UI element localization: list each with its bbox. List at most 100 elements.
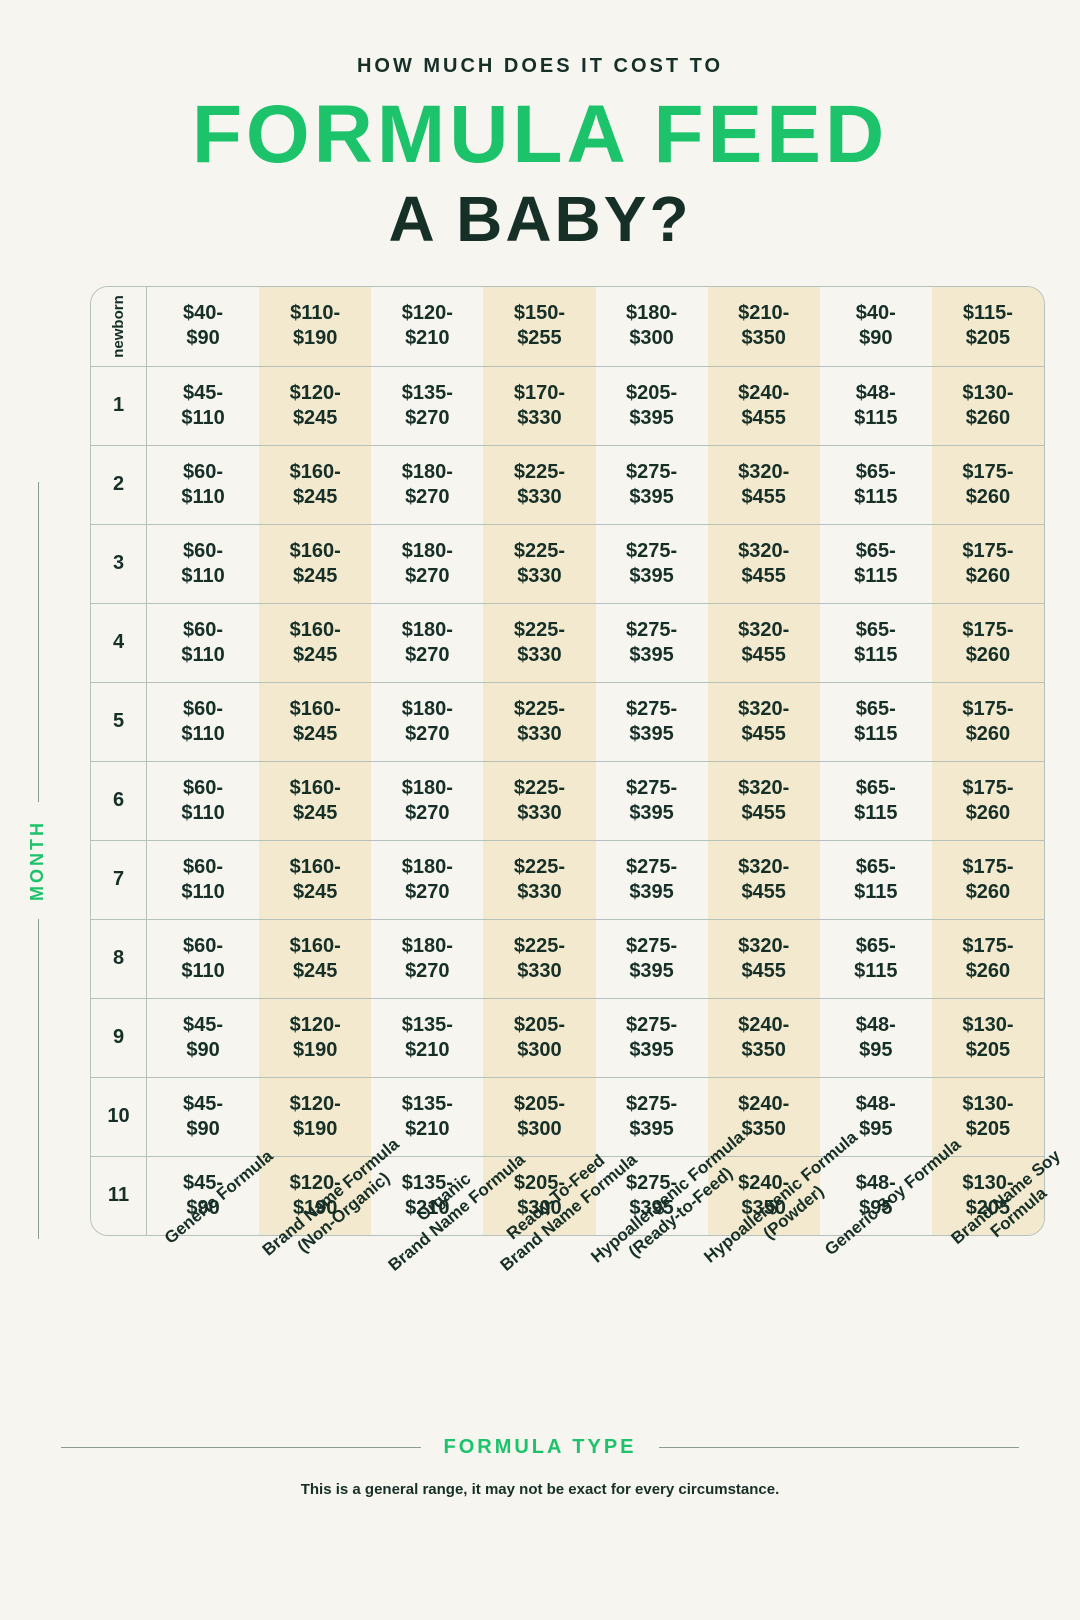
cost-cell: $225- $330	[483, 525, 595, 603]
cost-cell: $320- $455	[708, 762, 820, 840]
cost-cell: $120- $245	[259, 367, 371, 445]
cost-cell: $130- $260	[932, 367, 1044, 445]
cost-cell: $40- $90	[147, 287, 259, 366]
row-label: 4	[91, 604, 147, 682]
column-label: Brand Name Formula (Non-Organic)	[258, 1246, 370, 1436]
footnote: This is a general range, it may not be e…	[35, 1481, 1045, 1498]
cost-cell: $225- $330	[483, 920, 595, 998]
cost-cell: $225- $330	[483, 446, 595, 524]
x-axis-label: FORMULA TYPE	[35, 1436, 1045, 1459]
cost-cell: $160- $245	[259, 446, 371, 524]
row-label: 6	[91, 762, 147, 840]
cost-cell: $205- $395	[596, 367, 708, 445]
row-label: 7	[91, 841, 147, 919]
cost-cell: $180- $270	[371, 841, 483, 919]
cost-cell: $320- $455	[708, 841, 820, 919]
cost-cell: $60- $110	[147, 841, 259, 919]
cost-cell: $175- $260	[932, 604, 1044, 682]
table-row: 6$60- $110$160- $245$180- $270$225- $330…	[91, 761, 1044, 840]
cost-cell: $240- $350	[708, 999, 820, 1077]
cost-cell: $175- $260	[932, 683, 1044, 761]
cost-cell: $225- $330	[483, 841, 595, 919]
y-axis-label: MONTH	[17, 286, 57, 1436]
cost-cell: $320- $455	[708, 683, 820, 761]
cost-cell: $115- $205	[932, 287, 1044, 366]
cost-cell: $150- $255	[483, 287, 595, 366]
cost-cell: $175- $260	[932, 920, 1044, 998]
cost-cell: $275- $395	[596, 525, 708, 603]
table-row: 3$60- $110$160- $245$180- $270$225- $330…	[91, 524, 1044, 603]
column-label: Generic Formula	[146, 1246, 258, 1436]
cost-cell: $48- $95	[820, 999, 932, 1077]
cost-cell: $210- $350	[708, 287, 820, 366]
cost-cell: $65- $115	[820, 920, 932, 998]
cost-cell: $275- $395	[596, 999, 708, 1077]
cost-cell: $60- $110	[147, 762, 259, 840]
cost-cell: $120- $210	[371, 287, 483, 366]
cost-cell: $275- $395	[596, 683, 708, 761]
cost-cell: $275- $395	[596, 762, 708, 840]
row-label: 11	[91, 1157, 147, 1235]
cost-cell: $160- $245	[259, 920, 371, 998]
cost-cell: $60- $110	[147, 920, 259, 998]
cost-cell: $40- $90	[820, 287, 932, 366]
row-label: 5	[91, 683, 147, 761]
heading-sup: HOW MUCH DOES IT COST TO	[35, 55, 1045, 78]
cost-cell: $180- $270	[371, 762, 483, 840]
cost-cell: $175- $260	[932, 446, 1044, 524]
y-axis-text: MONTH	[27, 820, 48, 901]
column-label: Brand Name Soy Formula	[933, 1246, 1045, 1436]
column-labels: Generic FormulaBrand Name Formula (Non-O…	[90, 1246, 1045, 1436]
cost-cell: $160- $245	[259, 604, 371, 682]
chart: MONTH newborn$40- $90$110- $190$120- $21…	[35, 286, 1045, 1436]
table-row: 5$60- $110$160- $245$180- $270$225- $330…	[91, 682, 1044, 761]
cost-cell: $60- $110	[147, 525, 259, 603]
heading-main: FORMULA FEED	[35, 96, 1045, 174]
cost-cell: $275- $395	[596, 446, 708, 524]
cost-cell: $320- $455	[708, 920, 820, 998]
table-row: 7$60- $110$160- $245$180- $270$225- $330…	[91, 840, 1044, 919]
cost-cell: $135- $270	[371, 367, 483, 445]
cost-cell: $240- $455	[708, 367, 820, 445]
row-label: 8	[91, 920, 147, 998]
cost-cell: $170- $330	[483, 367, 595, 445]
table-row: 2$60- $110$160- $245$180- $270$225- $330…	[91, 445, 1044, 524]
column-label: Hypoallergenic Formula (Ready-to-Feed)	[596, 1246, 708, 1436]
cost-cell: $180- $270	[371, 446, 483, 524]
cost-cell: $45- $90	[147, 999, 259, 1077]
column-label: Organic Brand Name Formula	[371, 1246, 483, 1436]
cost-cell: $48- $115	[820, 367, 932, 445]
row-label: newborn	[91, 287, 147, 366]
cost-cell: $160- $245	[259, 525, 371, 603]
heading-sub: A BABY?	[35, 182, 1045, 256]
cost-cell: $60- $110	[147, 604, 259, 682]
cost-cell: $225- $330	[483, 604, 595, 682]
column-label: Hypoallergenic Formula (Powder)	[708, 1246, 820, 1436]
cost-cell: $175- $260	[932, 762, 1044, 840]
cost-cell: $135- $210	[371, 999, 483, 1077]
cost-cell: $180- $300	[596, 287, 708, 366]
x-axis-text: FORMULA TYPE	[421, 1436, 658, 1459]
column-label: Generic Soy Formula	[820, 1246, 932, 1436]
row-label: 9	[91, 999, 147, 1077]
row-label: 2	[91, 446, 147, 524]
cost-cell: $65- $115	[820, 841, 932, 919]
cost-cell: $320- $455	[708, 446, 820, 524]
cost-cell: $120- $190	[259, 999, 371, 1077]
row-label: 3	[91, 525, 147, 603]
cost-cell: $205- $300	[483, 999, 595, 1077]
cost-cell: $65- $115	[820, 683, 932, 761]
cost-cell: $45- $110	[147, 367, 259, 445]
heading: HOW MUCH DOES IT COST TO FORMULA FEED A …	[35, 55, 1045, 256]
cost-cell: $65- $115	[820, 762, 932, 840]
table-row: 8$60- $110$160- $245$180- $270$225- $330…	[91, 919, 1044, 998]
cost-cell: $130- $205	[932, 999, 1044, 1077]
cost-cell: $160- $245	[259, 762, 371, 840]
cost-cell: $320- $455	[708, 604, 820, 682]
cost-cell: $60- $110	[147, 446, 259, 524]
cost-cell: $175- $260	[932, 841, 1044, 919]
table-row: 10$45- $90$120- $190$135- $210$205- $300…	[91, 1077, 1044, 1156]
cost-cell: $275- $395	[596, 841, 708, 919]
table-row: 4$60- $110$160- $245$180- $270$225- $330…	[91, 603, 1044, 682]
cost-cell: $160- $245	[259, 841, 371, 919]
